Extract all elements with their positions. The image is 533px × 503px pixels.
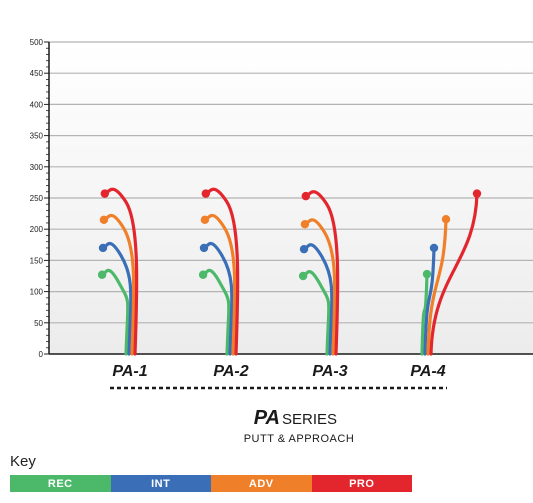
flight-point-int-4 bbox=[429, 243, 439, 253]
flight-point-adv-3 bbox=[300, 220, 310, 229]
flight-path-rec-2 bbox=[201, 268, 231, 356]
key-item-int: INT bbox=[110, 475, 211, 492]
flight-point-int-3 bbox=[299, 244, 309, 254]
flight-path-int-1 bbox=[101, 242, 133, 356]
flight-point-rec-3 bbox=[298, 271, 308, 281]
y-tick-label: 150 bbox=[30, 256, 44, 265]
flight-point-pro-3 bbox=[301, 191, 310, 201]
key-item-pro: PRO bbox=[311, 475, 412, 492]
flight-path-pro-4 bbox=[429, 192, 479, 356]
flight-point-adv-1 bbox=[99, 215, 109, 225]
y-tick-label: 250 bbox=[30, 194, 44, 203]
product-label: PA-1 bbox=[112, 363, 147, 380]
flight-path-int-3 bbox=[302, 243, 334, 356]
flight-path-adv-4 bbox=[426, 217, 448, 356]
flight-path-rec-3 bbox=[301, 270, 331, 356]
flight-point-pro-4 bbox=[472, 189, 482, 198]
flight-point-int-2 bbox=[199, 243, 209, 253]
key-bar: REC INT ADV PRO bbox=[10, 475, 412, 492]
y-tick-label: 0 bbox=[39, 350, 44, 359]
key-item-label: PRO bbox=[349, 477, 375, 490]
key-title: Key bbox=[10, 453, 36, 470]
key-item-rec: REC bbox=[10, 475, 111, 492]
flight-chart: 0 50 100 150 200 250 300 350 400 450 500 PA-1 PA-2 P… bbox=[30, 38, 533, 445]
y-tick-label: 200 bbox=[30, 225, 44, 234]
key-item-label: ADV bbox=[248, 477, 274, 490]
y-tick-label: 300 bbox=[30, 163, 44, 172]
flight-point-pro-2 bbox=[201, 189, 210, 198]
flight-point-pro-1 bbox=[100, 189, 110, 198]
flight-point-adv-2 bbox=[200, 215, 210, 225]
y-tick-label: 500 bbox=[30, 38, 44, 47]
flight-path-rec-4 bbox=[420, 272, 429, 356]
product-label: PA-2 bbox=[213, 363, 248, 380]
flight-path-adv-1 bbox=[102, 213, 136, 356]
flight-point-rec-4 bbox=[422, 269, 432, 279]
series-word: SERIES bbox=[282, 411, 337, 428]
key-item-label: REC bbox=[47, 477, 73, 490]
flight-path-adv-2 bbox=[203, 213, 237, 356]
key-item-label: INT bbox=[151, 477, 171, 490]
product-label: PA-4 bbox=[410, 363, 445, 380]
series-brand-logo: PA bbox=[254, 407, 280, 429]
flight-path-int-2 bbox=[202, 242, 234, 356]
flight-path-int-4 bbox=[423, 246, 436, 356]
y-tick-label: 450 bbox=[30, 69, 44, 78]
y-tick-label: 100 bbox=[30, 288, 44, 297]
key-item-adv: ADV bbox=[211, 475, 312, 492]
flight-point-rec-2 bbox=[198, 270, 208, 279]
y-tick-label: 400 bbox=[30, 100, 44, 109]
flight-path-pro-1 bbox=[103, 187, 139, 356]
flight-path-pro-2 bbox=[204, 187, 240, 356]
flight-path-pro-3 bbox=[304, 190, 340, 356]
flight-path-adv-3 bbox=[303, 218, 337, 356]
flight-path-rec-1 bbox=[100, 268, 130, 356]
y-tick-label: 50 bbox=[34, 319, 43, 328]
flight-point-int-1 bbox=[98, 243, 108, 253]
flight-point-adv-4 bbox=[441, 215, 451, 224]
series-subtitle: PUTT & APPROACH bbox=[244, 433, 355, 445]
flight-point-rec-1 bbox=[97, 270, 107, 279]
y-tick-label: 350 bbox=[30, 132, 44, 141]
product-label: PA-3 bbox=[312, 363, 347, 380]
